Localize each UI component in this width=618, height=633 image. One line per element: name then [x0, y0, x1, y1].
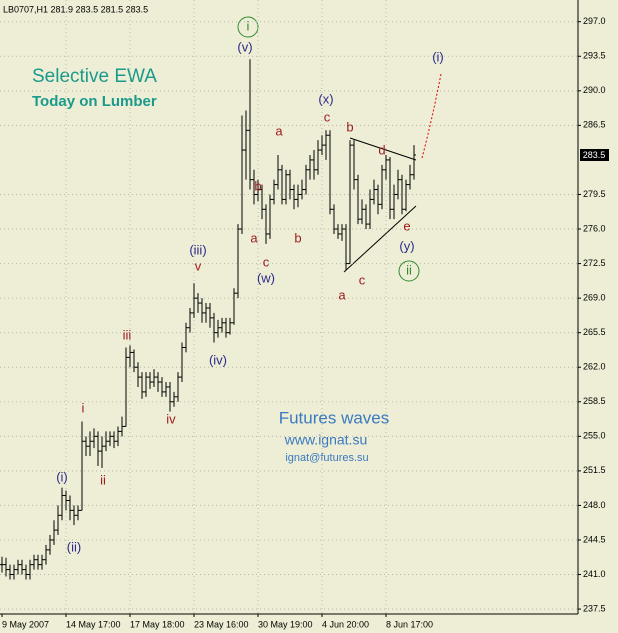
wave-label: (iii): [189, 242, 206, 257]
x-tick-label: 14 May 17:00: [66, 619, 121, 629]
signature-email: ignat@futures.su: [285, 452, 368, 464]
y-tick-label: 262.0: [583, 362, 606, 372]
wave-label: b: [294, 230, 301, 245]
x-tick-label: 17 May 18:00: [130, 619, 185, 629]
price-label-box: [580, 149, 609, 161]
wave-label: (x): [318, 91, 333, 106]
triangle-upper: [349, 137, 417, 161]
x-tick-label: 23 May 16:00: [194, 619, 249, 629]
y-tick-label: 297.0: [583, 16, 606, 26]
y-tick-label: 286.5: [583, 120, 606, 130]
x-tick-label: 8 Jun 17:00: [386, 619, 433, 629]
wave-label: d: [378, 142, 385, 157]
wave-label: c: [263, 254, 270, 269]
x-tick-label: 30 May 19:00: [258, 619, 313, 629]
wave-label: i: [247, 18, 250, 33]
wave-label: b: [254, 178, 261, 193]
x-tick-label: 4 Jun 20:00: [322, 619, 369, 629]
y-tick-label: 276.0: [583, 223, 606, 233]
y-tick-label: 293.5: [583, 51, 606, 61]
y-tick-label: 255.0: [583, 431, 606, 441]
wave-label: (i): [56, 469, 68, 484]
wave-label: v: [195, 258, 202, 273]
y-tick-label: 241.0: [583, 569, 606, 579]
wave-label: iv: [166, 411, 176, 426]
y-tick-label: 237.5: [583, 603, 606, 613]
x-tick-label: 9 May 2007: [2, 619, 49, 629]
y-tick-label: 269.0: [583, 292, 606, 302]
projection: [421, 73, 442, 159]
y-tick-label: 279.5: [583, 189, 606, 199]
wave-label: c: [359, 272, 366, 287]
wave-label: (iv): [209, 352, 227, 367]
price-label: 283.5: [583, 150, 606, 160]
triangle-lower: [343, 205, 417, 273]
wave-label: (w): [257, 270, 275, 285]
wave-label: a: [250, 230, 258, 245]
y-tick-label: 290.0: [583, 85, 606, 95]
y-tick-label: 248.0: [583, 500, 606, 510]
signature-site: www.ignat.su: [284, 432, 367, 448]
wave-label: iii: [123, 327, 132, 342]
circle: [237, 16, 259, 38]
signature-title: Futures waves: [279, 408, 390, 427]
circle: [398, 260, 420, 282]
y-tick-label: 258.5: [583, 396, 606, 406]
y-tick-label: 265.5: [583, 327, 606, 337]
chart-subtitle: Today on Lumber: [32, 93, 157, 110]
wave-label: (i): [432, 49, 444, 64]
wave-label: a: [338, 287, 346, 302]
wave-label: e: [403, 218, 410, 233]
wave-label: b: [346, 119, 353, 134]
y-tick-label: 251.5: [583, 465, 606, 475]
wave-label: ii: [100, 472, 106, 487]
wave-label: (y): [399, 238, 414, 253]
wave-label: (v): [237, 39, 252, 54]
header: LB0707,H1 281.9 283.5 281.5 283.5: [3, 4, 148, 14]
chart-title: Selective EWA: [32, 66, 157, 87]
wave-label: a: [275, 123, 283, 138]
wave-label: (ii): [67, 539, 81, 554]
wave-label: ii: [406, 262, 412, 277]
wave-label: c: [324, 109, 331, 124]
wave-label: i: [82, 400, 85, 415]
y-tick-label: 244.5: [583, 534, 606, 544]
y-tick-label: 272.5: [583, 258, 606, 268]
